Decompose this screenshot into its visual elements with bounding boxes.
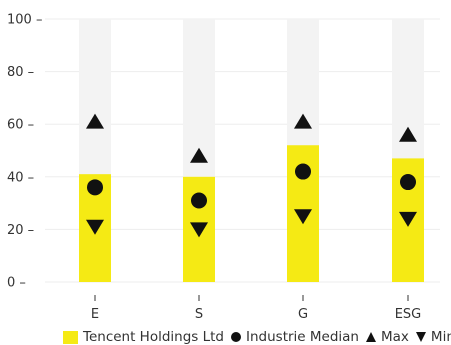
y-tick-label: 20 –: [7, 223, 34, 238]
marker-median: [400, 174, 416, 191]
legend-label-median: Industrie Median: [246, 329, 359, 345]
legend-triangle-up-icon: [366, 332, 376, 342]
marker-min: [190, 222, 208, 238]
marker-median: [295, 163, 311, 180]
marker-min: [294, 209, 312, 225]
marker-max: [190, 147, 208, 163]
y-tick-label: 0 –: [7, 276, 26, 291]
legend-label-min: Min: [430, 329, 451, 345]
marker-max: [294, 113, 312, 129]
y-tick-label: 60 –: [7, 118, 34, 133]
legend-item-company: Tencent Holdings Ltd: [63, 329, 224, 345]
legend-circle-icon: [231, 332, 241, 342]
y-tick-label: 100 –: [7, 13, 42, 28]
marker-max: [86, 113, 104, 129]
legend-item-min: Min: [415, 329, 451, 345]
legend-swatch-bar: [63, 330, 78, 344]
marker-min: [399, 211, 417, 227]
marker-max: [399, 126, 417, 142]
marker-median: [191, 192, 207, 209]
legend-item-max: Max: [366, 329, 409, 345]
y-tick-label: 80 –: [7, 65, 34, 80]
legend-item-median: Industrie Median: [231, 329, 359, 345]
x-tick-label: ESG: [395, 307, 422, 322]
legend-triangle-down-icon: [415, 332, 426, 342]
y-tick-label: 40 –: [7, 170, 34, 185]
legend-label-company: Tencent Holdings Ltd: [83, 329, 224, 345]
legend-label-max: Max: [381, 329, 409, 345]
legend: Tencent Holdings Ltd Industrie Median Ma…: [63, 329, 451, 345]
marker-median: [87, 179, 103, 196]
x-tick-label: E: [91, 307, 99, 322]
marker-min: [86, 219, 104, 235]
x-tick-label: S: [195, 307, 203, 322]
x-tick-label: G: [298, 307, 308, 322]
